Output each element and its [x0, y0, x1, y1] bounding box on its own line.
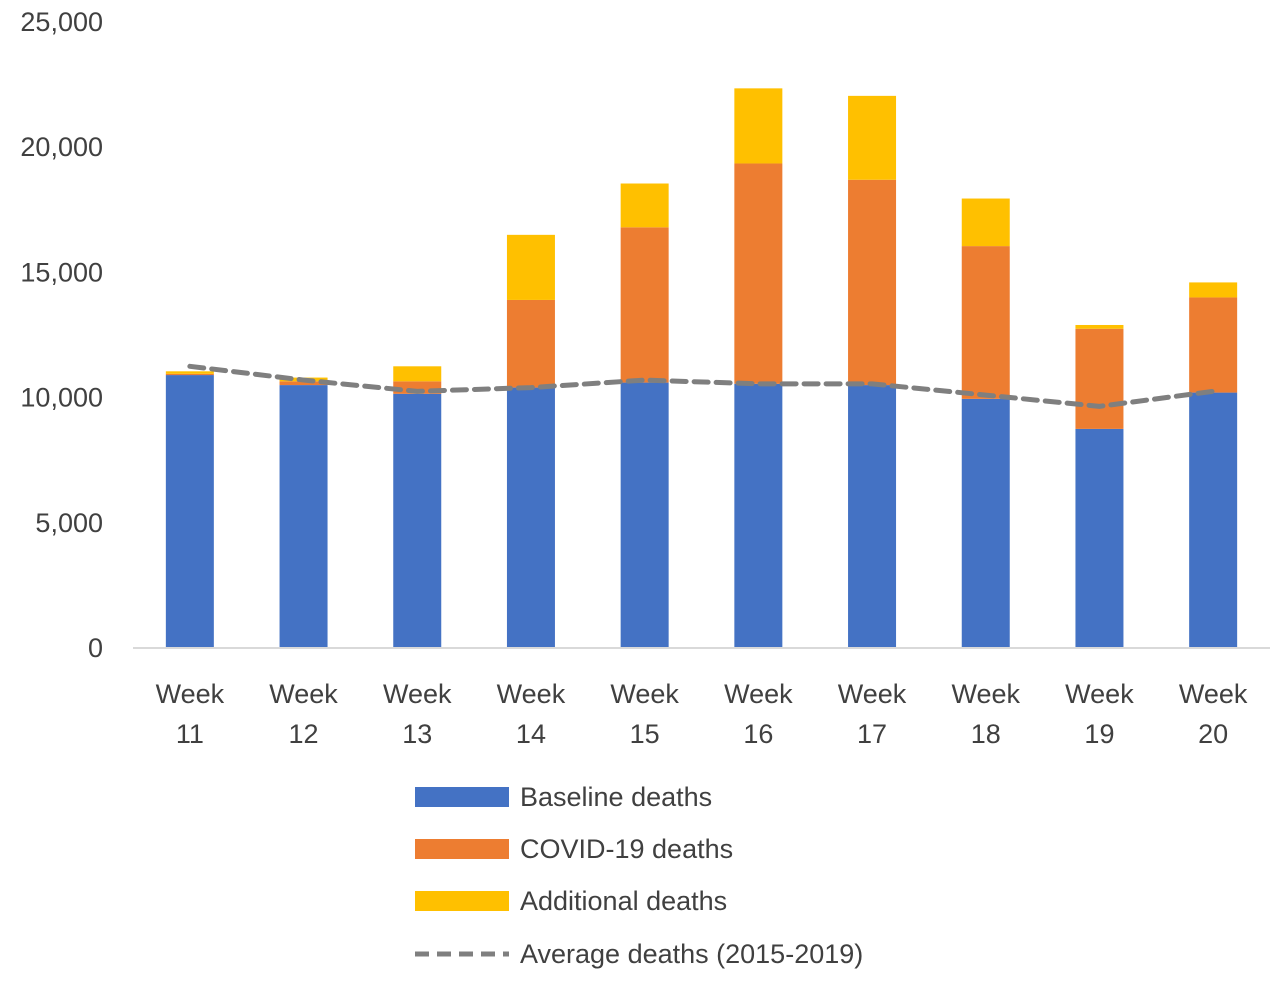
x-tick-label-line1: Week [1065, 679, 1134, 709]
y-tick-label: 15,000 [20, 257, 103, 287]
bar-covid-19-deaths-16 [734, 163, 783, 384]
bar-baseline-deaths-16 [734, 383, 783, 648]
bar-baseline-deaths-20 [1189, 392, 1238, 648]
bar-covid-19-deaths-11 [165, 373, 214, 376]
bar-baseline-deaths-11 [165, 375, 214, 648]
bar-baseline-deaths-15 [620, 382, 669, 648]
x-tick-label-line2: 15 [630, 719, 660, 749]
bar-baseline-deaths-13 [393, 393, 442, 648]
x-tick-label-line2: 14 [516, 719, 546, 749]
bar-covid-19-deaths-20 [1189, 297, 1238, 393]
x-tick-label-line2: 16 [743, 719, 773, 749]
legend-label: Baseline deaths [520, 782, 712, 812]
y-tick-label: 20,000 [20, 132, 103, 162]
bar-additional-deaths-20 [1189, 282, 1238, 298]
bar-additional-deaths-16 [734, 88, 783, 164]
x-tick-label-line1: Week [156, 679, 225, 709]
x-tick-label-line1: Week [951, 679, 1020, 709]
bar-covid-19-deaths-14 [506, 299, 555, 388]
bar-covid-19-deaths-12 [279, 381, 328, 386]
x-axis: Week 11 Week 12 Week 13 Week 14 Week 15 Week 16 Week… [156, 679, 1248, 749]
bars-layer [165, 88, 1238, 648]
x-tick-label-line1: Week [838, 679, 907, 709]
legend: Baseline deaths COVID-19 deaths Additional… [415, 782, 863, 969]
x-tick-label-line2: 18 [971, 719, 1001, 749]
bar-baseline-deaths-19 [1075, 428, 1124, 648]
x-tick-label-line1: Week [497, 679, 566, 709]
bar-additional-deaths-17 [848, 95, 897, 180]
average-line-layer [187, 363, 1216, 409]
legend-swatch-0 [415, 787, 509, 807]
x-tick-label-line2: 19 [1084, 719, 1114, 749]
bar-additional-deaths-11 [165, 371, 214, 374]
legend-label: COVID-19 deaths [520, 834, 733, 864]
x-tick-label-line2: 17 [857, 719, 887, 749]
x-tick-label-line2: 13 [402, 719, 432, 749]
average-deaths-line [187, 363, 1216, 409]
x-tick-label-line1: Week [269, 679, 338, 709]
bar-covid-19-deaths-15 [620, 227, 669, 383]
legend-swatch-2 [415, 891, 509, 911]
bar-additional-deaths-13 [393, 366, 442, 382]
bar-additional-deaths-19 [1075, 324, 1124, 329]
bar-baseline-deaths-12 [279, 385, 328, 648]
legend-label: Average deaths (2015-2019) [520, 939, 863, 969]
bar-additional-deaths-14 [506, 234, 555, 300]
bar-covid-19-deaths-19 [1075, 328, 1124, 429]
bar-baseline-deaths-18 [961, 398, 1010, 648]
x-tick-label-line1: Week [383, 679, 452, 709]
x-tick-label-line1: Week [724, 679, 793, 709]
legend-label: Additional deaths [520, 886, 727, 916]
x-tick-label-line2: 20 [1198, 719, 1228, 749]
bar-baseline-deaths-14 [506, 387, 555, 648]
y-tick-label: 10,000 [20, 383, 103, 413]
y-tick-label: 5,000 [35, 508, 103, 538]
y-tick-label: 25,000 [20, 7, 103, 37]
bar-additional-deaths-15 [620, 183, 669, 228]
y-tick-label: 0 [88, 633, 103, 663]
legend-swatch-1 [415, 839, 509, 859]
bar-additional-deaths-18 [961, 198, 1010, 247]
x-tick-label-line1: Week [610, 679, 679, 709]
x-tick-label-line2: 12 [289, 719, 319, 749]
bar-covid-19-deaths-17 [848, 179, 897, 386]
bar-covid-19-deaths-18 [961, 246, 1010, 399]
y-axis: 0 5,000 10,000 15,000 20,000 25,000 [20, 7, 103, 663]
bar-baseline-deaths-17 [848, 385, 897, 648]
x-tick-label-line2: 11 [176, 719, 204, 749]
x-tick-label-line1: Week [1179, 679, 1248, 709]
